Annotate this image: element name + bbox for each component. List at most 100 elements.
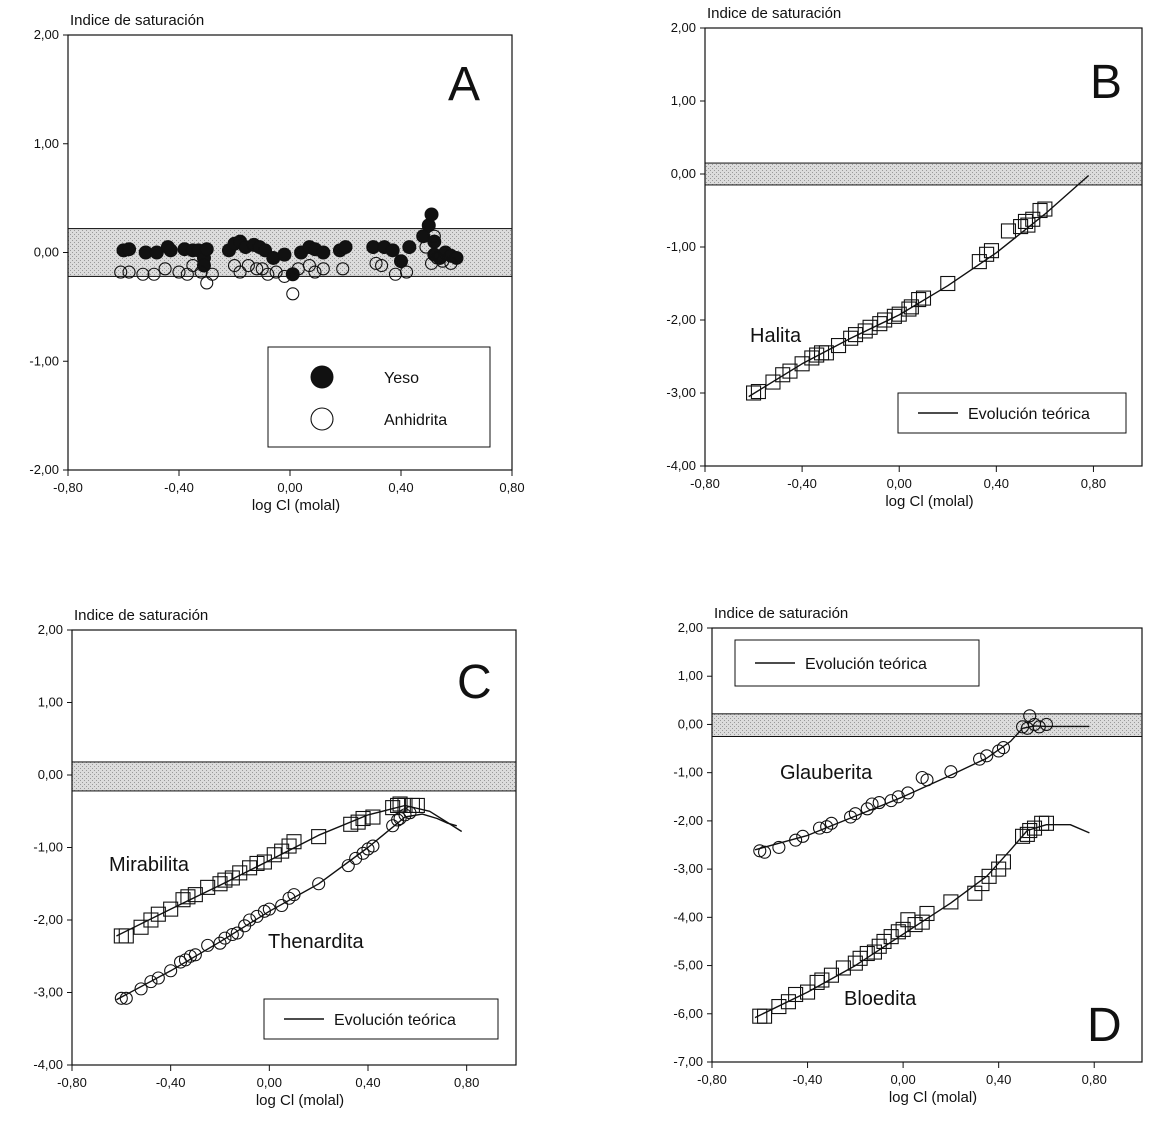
data-point-bloedita: [1038, 815, 1054, 831]
data-point-anhidrita: [114, 265, 128, 279]
data-point-bloedita: [771, 998, 787, 1015]
x-tick-label-b: 0,80: [1081, 476, 1106, 491]
series-anhidrita: [114, 229, 458, 301]
panel-letter-a: A: [448, 58, 480, 111]
data-point-yeso: [199, 242, 214, 257]
data-point-halita: [901, 301, 917, 317]
data-point-thenardita: [341, 859, 355, 873]
data-point-anhidrita: [261, 267, 275, 281]
data-point-halita: [1037, 201, 1053, 217]
x-tick-label-a: -0,40: [164, 480, 194, 495]
y-axis-title-a: Indice de saturación: [70, 12, 204, 29]
data-point-glauberita: [772, 840, 786, 854]
data-point-yeso: [416, 229, 431, 244]
data-point-bloedita: [847, 955, 863, 971]
data-point-glauberita: [973, 752, 987, 766]
data-point-halita: [979, 246, 995, 262]
data-point-thenardita: [391, 813, 405, 827]
data-point-bloedita: [800, 984, 816, 1000]
theoretical-curve-c: [116, 813, 457, 1001]
data-point-glauberita: [824, 816, 838, 830]
data-point-mirabilita: [232, 865, 248, 881]
data-point-mirabilita: [350, 814, 366, 830]
x-axis-title-d: log Cl (molal): [889, 1089, 977, 1106]
data-point-halita: [746, 385, 762, 401]
panel-d: 2,00 1,00 0,00 -1,00 -2,00 -3,00 -4,00 -5,00 -6,…: [673, 605, 1143, 1106]
data-point-anhidrita: [147, 267, 161, 281]
data-point-anhidrita: [286, 287, 300, 301]
data-point-glauberita: [891, 790, 905, 804]
data-point-bloedita: [919, 905, 935, 922]
y-tick-label-c: 1,00: [38, 695, 63, 710]
data-point-glauberita: [1039, 717, 1053, 731]
data-point-halita: [886, 308, 902, 324]
y-tick-label-d: 2,00: [678, 620, 703, 635]
annotation-mirabilita: Mirabilita: [109, 854, 190, 876]
x-tick-label-b: -0,40: [787, 476, 817, 491]
data-point-mirabilita: [200, 879, 216, 895]
data-point-bloedita: [788, 986, 804, 1003]
data-point-anhidrita: [172, 265, 186, 279]
data-point-anhidrita: [277, 269, 292, 283]
panel-b: 2,00 1,00 0,00 -1,00 -2,00 -3,00 -4,00 -0,80 -0,…: [666, 5, 1143, 510]
data-point-glauberita: [884, 794, 898, 808]
data-point-anhidrita: [186, 258, 200, 273]
panel-a: 2,00 1,00 0,00 -1,00 -2,00 -0,80 -0,40 0,00 0,40…: [29, 12, 524, 514]
y-axis-title-b: Indice de saturación: [707, 5, 841, 22]
data-point-glauberita: [860, 802, 874, 816]
series-bloedita: [752, 815, 1054, 1024]
data-point-glauberita: [992, 744, 1006, 758]
data-point-yeso: [163, 243, 178, 258]
data-point-halita: [1032, 202, 1048, 219]
y-tick-label-c: 0,00: [38, 767, 63, 782]
series-glauberita: [753, 709, 1053, 859]
y-tick-label-d: -2,00: [673, 813, 703, 828]
data-point-mirabilita: [311, 829, 327, 845]
data-point-thenardita: [250, 909, 264, 923]
x-tick-label-c: -0,40: [156, 1075, 186, 1090]
data-point-yeso: [394, 254, 408, 269]
y-tick-label-d: -7,00: [673, 1054, 703, 1069]
data-point-halita: [809, 347, 825, 363]
panel-letter-c: C: [457, 656, 492, 709]
legend-marker-yeso: [310, 365, 334, 389]
data-point-anhidrita: [241, 258, 255, 273]
data-point-thenardita: [213, 936, 227, 950]
data-point-thenardita: [262, 902, 276, 916]
data-point-yeso: [149, 245, 164, 260]
panel-c: 2,00 1,00 0,00 -1,00 -2,00 -3,00 -4,00 -0,80 -0,…: [33, 607, 517, 1109]
data-point-anhidrita: [308, 265, 322, 279]
y-tick-label-d: 0,00: [678, 716, 703, 731]
data-point-glauberita: [812, 821, 827, 835]
y-tick-label-b: 2,00: [671, 20, 696, 35]
data-point-glauberita: [1032, 720, 1046, 734]
data-point-thenardita: [114, 991, 128, 1005]
y-tick-label-c: -2,00: [33, 912, 63, 927]
data-point-anhidrita: [233, 265, 247, 279]
y-tick-label-c: -3,00: [33, 985, 63, 1000]
data-point-glauberita: [996, 741, 1010, 755]
panel-letter-d: D: [1087, 999, 1122, 1052]
data-point-mirabilita: [355, 810, 371, 827]
x-tick-label-d: 0,40: [986, 1072, 1011, 1087]
data-point-thenardita: [287, 888, 301, 902]
theoretical-curve-d: [754, 725, 1090, 851]
data-point-anhidrita: [122, 265, 136, 279]
data-point-glauberita: [920, 773, 934, 787]
x-tick-label-b: -0,80: [690, 476, 720, 491]
saturation-band-b: [704, 162, 1143, 186]
data-point-mirabilita: [212, 876, 228, 892]
y-tick-label-b: -4,00: [666, 458, 696, 473]
x-axis-title-c: log Cl (molal): [256, 1092, 344, 1109]
x-tick-label-d: 0,00: [890, 1072, 915, 1087]
x-tick-label-b: 0,00: [887, 476, 912, 491]
data-point-thenardita: [183, 949, 197, 963]
data-point-anhidrita: [316, 262, 330, 276]
data-point-halita: [911, 292, 927, 308]
annotation-halita: Halita: [750, 325, 802, 347]
data-point-yeso: [277, 247, 292, 262]
y-axis-title-c: Indice de saturación: [74, 607, 208, 624]
data-point-bloedita: [943, 894, 959, 910]
data-point-glauberita: [796, 829, 810, 843]
